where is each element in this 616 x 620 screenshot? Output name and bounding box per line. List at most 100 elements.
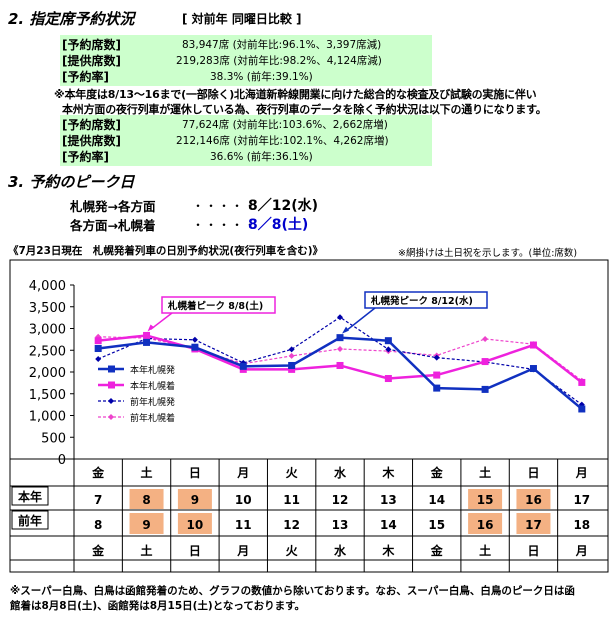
legend-marker [108,381,115,389]
annotation-box-arrival [161,296,276,314]
peak-route-arriving: 各方面→札幌着 [70,218,156,233]
legend-marker [108,365,115,373]
data-point [95,355,102,362]
date-last-year: 14 [380,518,397,532]
date-this-year: 12 [332,493,349,507]
y-tick-label: 3,000 [29,323,66,338]
annotation-arrow [150,312,173,331]
holiday-shade [129,513,164,534]
weekday-bottom: 土 [479,543,491,558]
weekday-top: 水 [334,465,347,480]
section-3-title: 3. 予約のピーク日 [8,173,135,191]
data-point [529,341,537,349]
annotation-arrowhead [147,324,155,332]
date-last-year: 13 [332,518,349,532]
reservation-rate-label-2: [予約率] [62,150,109,164]
data-point [336,361,344,369]
legend-label: 本年札幌着 [130,380,175,392]
data-point [578,405,586,413]
holiday-shade [468,489,503,509]
data-point [94,345,102,353]
date-this-year: 13 [380,493,397,507]
reserved-seats-value-2: 77,624席 (対前年比:103.6%、2,662席増) [182,119,388,131]
weekday-bottom: 日 [527,544,539,558]
weekday-top: 日 [189,466,201,480]
data-point [481,358,489,366]
y-tick-label: 2,000 [29,366,66,381]
reservation-rate-label: [予約率] [62,70,109,84]
footnote-line2: 館着は8月8日(土)、函館発は8月15日(土)となっております。 [10,600,306,612]
date-this-year: 8 [142,493,150,507]
chart-title: 《7月23日現在 札幌発着列車の日別予約状況(夜行列車を含む)》 [8,245,324,257]
row-label-this-year: 本年 [18,489,42,504]
data-point [191,343,199,351]
weekday-top: 月 [236,466,249,480]
data-point [578,378,586,386]
reservation-block-excluding-night [60,115,432,166]
weekday-top: 日 [527,466,539,480]
data-point [239,362,247,370]
comparison-note: [ 対前年 同曜日比較 ] [182,12,302,26]
weekday-bottom: 火 [286,544,299,558]
weekday-bottom: 金 [430,543,444,558]
date-last-year: 17 [525,518,542,532]
date-this-year: 15 [477,493,494,507]
date-this-year: 11 [283,493,300,507]
y-tick-label: 1,500 [29,388,66,403]
data-point [529,365,537,373]
weekday-top: 月 [575,466,588,480]
row-label-box [11,510,49,530]
data-point [384,375,392,383]
weekday-top: 火 [286,466,299,480]
weekday-bottom: 土 [141,543,153,558]
data-point [288,352,295,359]
legend-label: 前年札幌着 [130,412,175,424]
row-label-box [11,486,49,506]
chart-frame [9,259,609,573]
date-last-year: 15 [428,518,445,532]
data-point [288,346,295,353]
weekday-bottom: 日 [189,544,201,558]
peak-date-arriving: 8／8(土) [248,217,309,233]
reserved-seats-label: [予約席数] [62,38,121,52]
data-point [94,337,102,345]
date-this-year: 9 [191,493,199,507]
weekday-bottom: 金 [91,543,105,558]
date-last-year: 11 [235,518,252,532]
y-tick-label: 0 [58,453,66,468]
reserved-seats-label-2: [予約席数] [62,118,121,132]
peak-dots-departing: ・・・・・ [192,199,258,213]
offered-seats-label: [提供席数] [62,54,121,68]
reservation-rate-value-2: 36.6% (前年:36.1%) [210,151,313,163]
weekday-bottom: 木 [381,543,395,558]
holiday-shade [516,513,551,534]
date-last-year: 18 [573,518,590,532]
data-point [288,365,296,373]
weekday-top: 土 [141,465,153,480]
legend-label: 前年札幌発 [130,396,175,408]
annotation-box-departure [364,291,488,309]
legend-marker [108,398,114,404]
data-point [288,361,296,369]
legend-label: 本年札幌発 [130,364,175,376]
annotation-departure-peak: 札幌発ピーク 8/12(水) [370,295,473,307]
suspension-note-line1: ※本年度は8/13～16まで(一部除く)北海道新幹線開業に向けた総合的な検査及び… [54,88,537,101]
y-tick-label: 2,500 [29,344,66,359]
legend-marker [108,414,114,420]
date-this-year: 16 [525,493,542,507]
weekday-top: 木 [381,465,395,480]
weekday-top: 土 [479,465,491,480]
peak-dots-arriving: ・・・・・ [192,218,258,232]
data-point [143,331,151,339]
y-tick-label: 3,500 [29,301,66,316]
data-point [191,336,198,343]
y-tick-label: 4,000 [29,279,66,294]
date-last-year: 8 [94,518,102,532]
holiday-shade [468,513,503,534]
chart-unit-note: ※網掛けは土日祝を示します。(単位:席数) [398,248,578,259]
date-last-year: 10 [187,518,204,532]
row-label-last-year: 前年 [18,513,42,528]
date-this-year: 10 [235,493,252,507]
weekday-bottom: 月 [236,544,249,558]
